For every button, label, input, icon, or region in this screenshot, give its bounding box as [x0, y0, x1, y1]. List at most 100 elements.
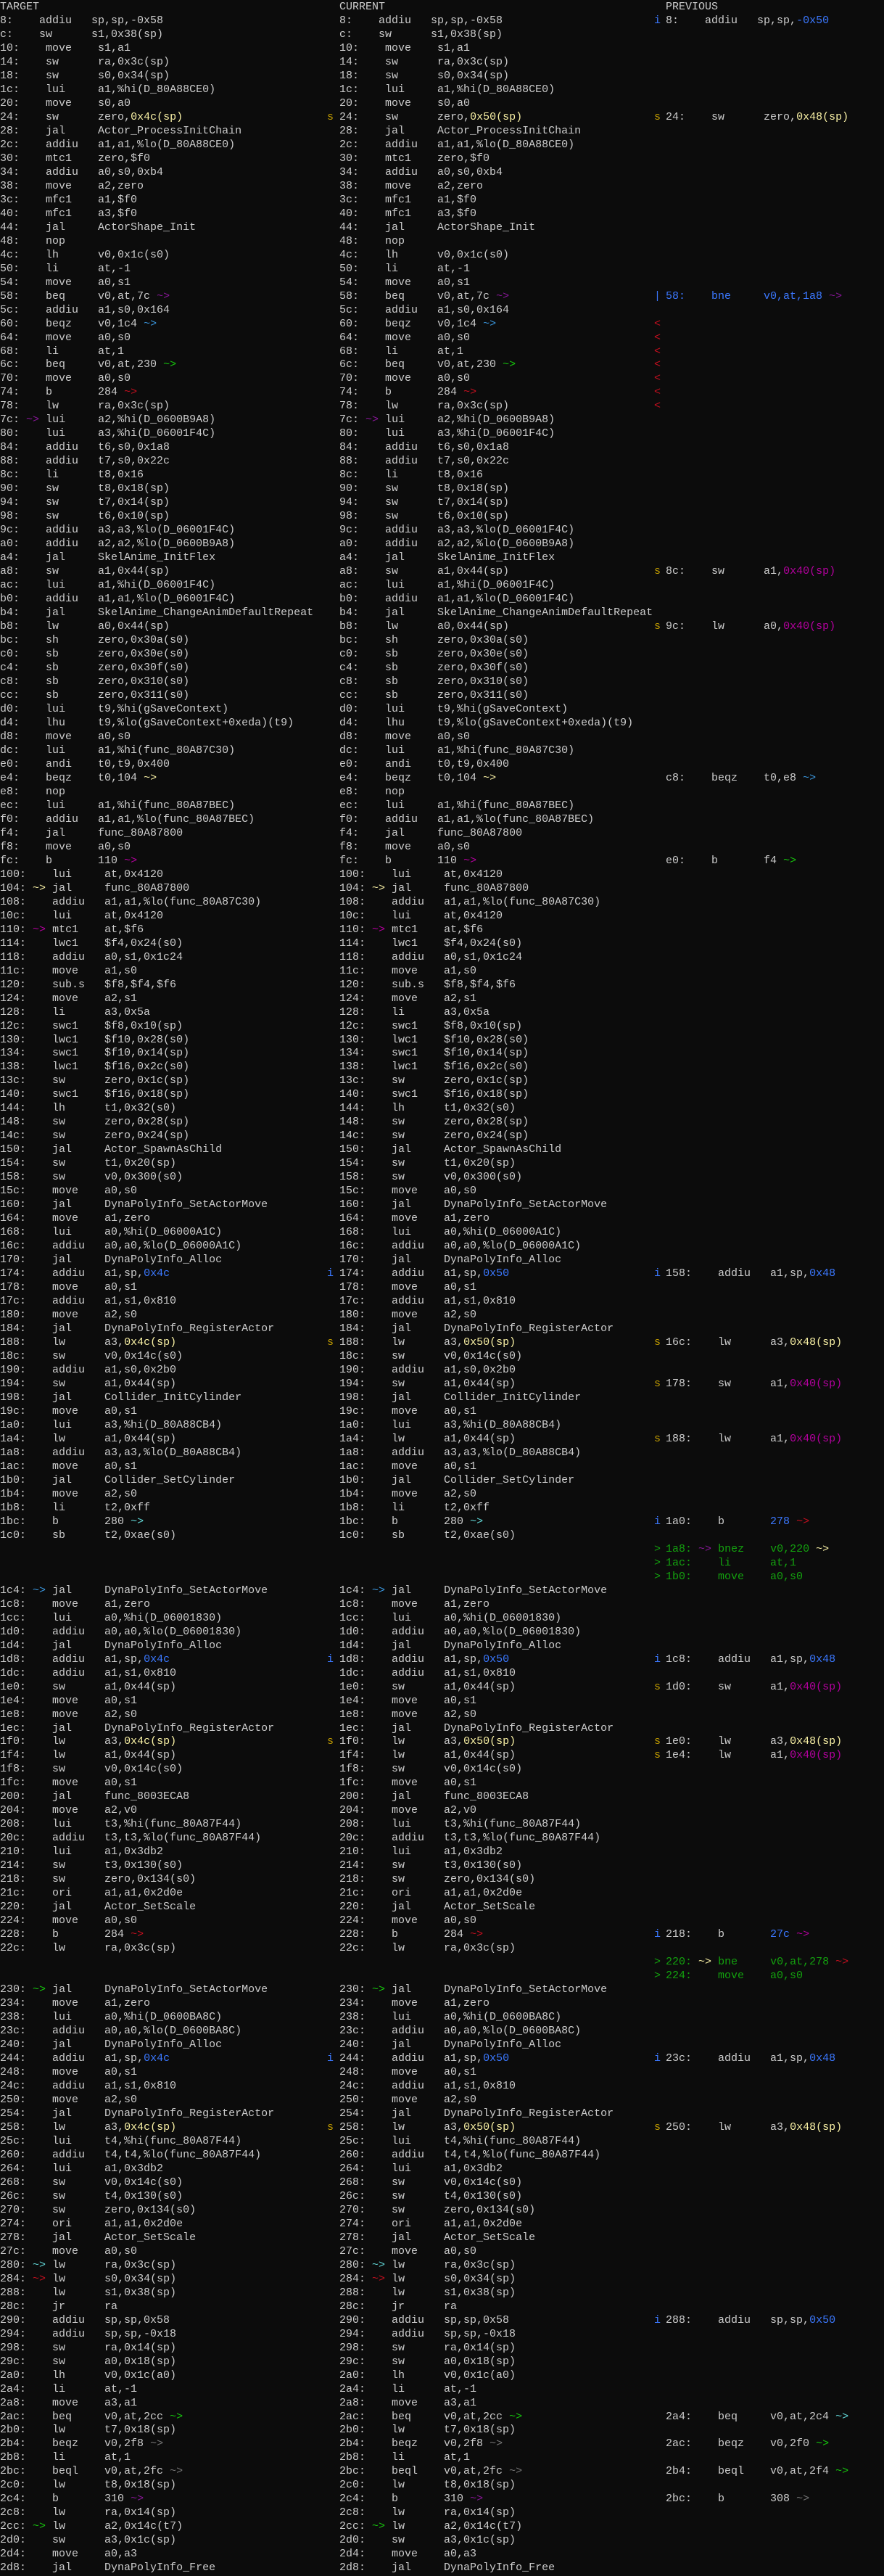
mnemonic: b [52, 2493, 105, 2506]
mnemonic: jal [46, 551, 99, 564]
operands: a1,a1,0x2d0e [444, 2217, 523, 2230]
current-line: 2bc: beql v0,at,2fc ~> [339, 2464, 522, 2478]
operands: a0,s0 [444, 1185, 477, 1198]
address: 170: [0, 1254, 27, 1267]
mnemonic: sw [385, 496, 438, 509]
branch-target-arrow-icon: ~> [33, 1584, 46, 1597]
mnemonic: sw [46, 55, 99, 68]
operand-diff: 0x40(sp) [790, 1680, 843, 1693]
diff-row: 11c: move a1,s0 11c: move a1,s0 [0, 964, 884, 978]
address: f8: [0, 840, 20, 853]
address: 1d8: [339, 1653, 366, 1666]
target-line: 128: li a3,0x5a [0, 1005, 150, 1019]
mnemonic: jal [392, 1473, 445, 1486]
diff-row: 104: ~> jal func_80A87800 104: ~> jal fun… [0, 881, 884, 895]
address: a4: [339, 551, 360, 564]
operands: a2,s0 [104, 1708, 138, 1721]
current-line: e4: beqz t0,104 ~> [339, 771, 496, 785]
address: 44: [339, 221, 360, 234]
mnemonic: lui [392, 909, 445, 922]
target-line: 238: lui a0,%hi(D_0600BA8C) [0, 2010, 222, 2024]
target-line: 78: lw ra,0x3c(sp) [0, 399, 170, 413]
mnemonic: lh [385, 248, 438, 261]
current-line: ac: lui a1,%hi(D_06001F4C) [339, 578, 555, 592]
current-line: 12c: swc1 $f8,0x10(sp) [339, 1019, 522, 1033]
current-line: fc: b 110 ~> [339, 854, 476, 868]
operands: a3, [770, 1336, 790, 1349]
address: 19c: [0, 1404, 27, 1417]
address: 1d4: [0, 1639, 27, 1652]
address: 68: [339, 345, 360, 358]
current-line: 278: jal Actor_SetScale [339, 2231, 535, 2244]
mnemonic: jal [52, 1584, 105, 1597]
branch-arrow-icon: ~> [796, 1515, 810, 1528]
address: 184: [339, 1322, 366, 1336]
mnemonic: sw [385, 565, 438, 578]
mnemonic: lui [46, 799, 99, 812]
target-line: 2b0: lw t7,0x18(sp) [0, 2423, 176, 2437]
address: 94: [0, 496, 20, 509]
target-line: 190: addiu a1,s0,0x2b0 [0, 1363, 176, 1377]
operands: sp,sp,0x58 [444, 2313, 510, 2326]
operands: v0,at,7c [98, 289, 151, 303]
operands: func_8003ECA8 [104, 1790, 190, 1803]
operands: a2,zero [437, 179, 484, 192]
address: 220: [0, 1901, 27, 1914]
diff-row: 1c8: move a1,zero 1c8: move a1,zero [0, 1597, 884, 1611]
mnemonic: lui [392, 2162, 445, 2175]
current-line: 1f4: lw a1,0x44(sp) [339, 1748, 516, 1762]
mnemonic: addiu [52, 1446, 105, 1459]
address: 17c: [339, 1295, 366, 1308]
current-line: 210: lui a1,0x3db2 [339, 1845, 503, 1859]
target-line: 4c: lh v0,0x1c(s0) [0, 248, 170, 262]
operand-diff: 0x48 [809, 1267, 836, 1280]
mnemonic: jal [52, 2231, 105, 2244]
address: 1e0: [339, 1680, 366, 1693]
mnemonic: jal [392, 2231, 445, 2244]
operands: zero,0x28(sp) [104, 1116, 190, 1129]
operands: a1,s0,0x164 [98, 303, 170, 316]
operands: t3,0x130(s0) [104, 1859, 183, 1872]
address: 240: [0, 2038, 27, 2052]
target-line: 84: addiu t6,s0,0x1a8 [0, 440, 170, 454]
target-line: 210: lui a1,0x3db2 [0, 1845, 163, 1859]
current-line: 1e4: move a0,s1 [339, 1694, 476, 1708]
current-line: 8c: li t8,0x16 [339, 468, 483, 482]
diff-row: a8: sw a1,0x44(sp) a8: sw a1,0x44(sp) s 8c:… [0, 564, 884, 578]
mnemonic: sw [385, 510, 438, 523]
address: 20c: [0, 1832, 27, 1845]
operands: t8,0x18(sp) [444, 2479, 516, 2492]
operands: a2,s0 [444, 1708, 477, 1721]
operands: a3,$f0 [98, 207, 138, 220]
mnemonic: li [392, 2382, 445, 2395]
address: 224: [666, 1970, 693, 1983]
mnemonic: lui [52, 1845, 105, 1859]
current-line: dc: lui a1,%hi(func_80A87C30) [339, 744, 574, 757]
target-line: 208: lui t3,%hi(func_80A87F44) [0, 1817, 241, 1831]
diff-row: 74: b 284 ~> 74: b 284 ~> < [0, 385, 884, 399]
current-line: d4: lhu t9,%lo(gSaveContext+0xeda)(t9) [339, 716, 633, 730]
operands: ra,0x3c(sp) [437, 400, 510, 413]
operands: zero, [764, 110, 797, 123]
current-line: 168: lui a0,%hi(D_06000A1C) [339, 1225, 561, 1239]
address: 160: [339, 1198, 366, 1211]
operands: zero,0x24(sp) [444, 1129, 529, 1143]
diff-row: ac: lui a1,%hi(D_06001F4C) ac: lui a1,%hi… [0, 578, 884, 592]
operands: a0,a0,%lo(D_0600BA8C) [104, 2025, 242, 2038]
operands: sp,sp, [757, 14, 797, 27]
mnemonic: sb [385, 675, 438, 688]
address: 148: [339, 1116, 366, 1129]
address: 164: [339, 1212, 366, 1225]
mnemonic: jal [52, 1983, 105, 1996]
mnemonic: addiu [52, 1240, 105, 1253]
mnemonic: jal [392, 1983, 445, 1996]
address: 264: [0, 2162, 27, 2175]
mnemonic: swc1 [392, 1019, 445, 1032]
diff-row: 60: beqz v0,1c4 ~> 60: beqz v0,1c4 ~> < [0, 317, 884, 331]
operands: t0,e8 [764, 771, 797, 784]
address: 10c: [0, 909, 27, 922]
current-line: 2c0: lw t8,0x18(sp) [339, 2478, 516, 2492]
mnemonic: sb [52, 1528, 105, 1542]
current-line: 50: li at,-1 [339, 262, 470, 276]
operands: a3,a3,%lo(D_06001F4C) [437, 524, 575, 537]
